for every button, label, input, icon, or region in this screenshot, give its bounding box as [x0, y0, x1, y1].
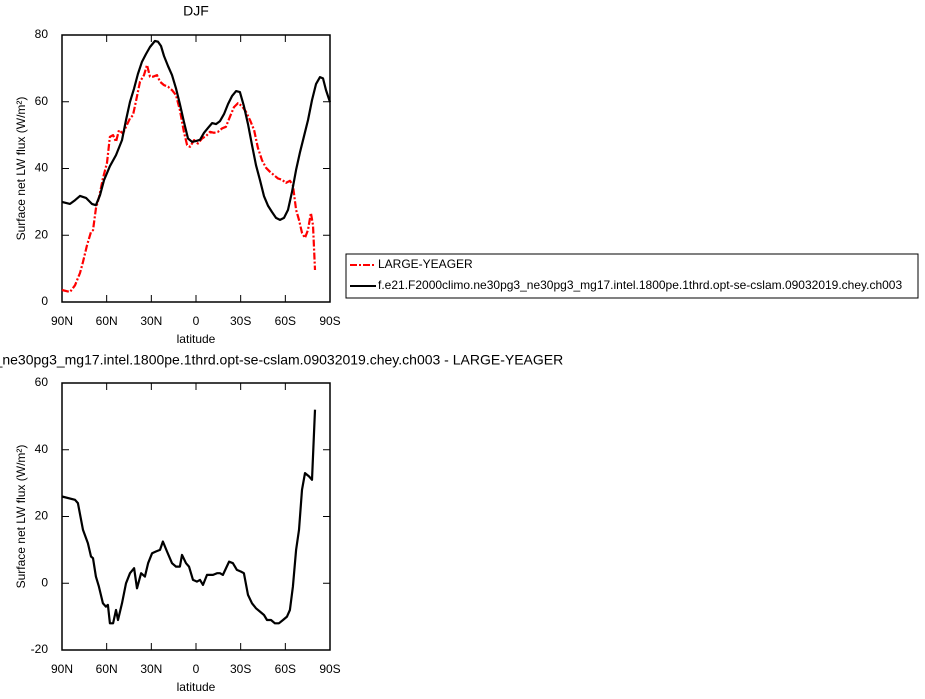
y-axis-label: Surface net LW flux (W/m²) [14, 445, 28, 589]
legend-label: LARGE-YEAGER [378, 257, 473, 271]
data-line [61, 39, 332, 221]
y-tick-label: 40 [35, 442, 49, 456]
x-tick-label: 60S [275, 662, 296, 676]
x-tick-label: 90N [51, 662, 73, 676]
x-axis-label: latitude [177, 680, 216, 694]
x-tick-label: 90S [319, 662, 340, 676]
plot-frame [61, 34, 331, 303]
y-tick-label: 0 [41, 575, 48, 589]
x-tick-label: 30S [230, 314, 251, 328]
y-tick-label: 80 [35, 27, 49, 41]
chart-title: f.e21.F2000climo.ne30pg3_ne30pg3_mg17.in… [0, 352, 563, 368]
x-tick-label: 90N [51, 314, 73, 328]
y-tick-label: 60 [35, 375, 49, 389]
y-tick-label: 40 [35, 161, 49, 175]
chart-title: DJF [183, 3, 209, 19]
y-tick-label: 60 [35, 94, 49, 108]
x-tick-label: 30N [140, 314, 162, 328]
y-tick-label: 20 [35, 509, 49, 523]
x-tick-label: 60N [96, 314, 118, 328]
x-tick-label: 60S [275, 314, 296, 328]
x-tick-label: 60N [96, 662, 118, 676]
legend-label: f.e21.F2000climo.ne30pg3_ne30pg3_mg17.in… [378, 278, 902, 292]
legend-box [345, 253, 919, 299]
x-axis-label: latitude [177, 332, 216, 346]
y-tick-label: 0 [41, 294, 48, 308]
y-axis-label: Surface net LW flux (W/m²) [14, 97, 28, 241]
data-line [61, 63, 317, 294]
y-tick-label: -20 [31, 642, 49, 656]
x-tick-label: 90S [319, 314, 340, 328]
x-tick-label: 0 [193, 662, 200, 676]
x-tick-label: 30S [230, 662, 251, 676]
data-line [61, 409, 317, 625]
x-tick-label: 30N [140, 662, 162, 676]
x-tick-label: 0 [193, 314, 200, 328]
y-tick-label: 20 [35, 227, 49, 241]
